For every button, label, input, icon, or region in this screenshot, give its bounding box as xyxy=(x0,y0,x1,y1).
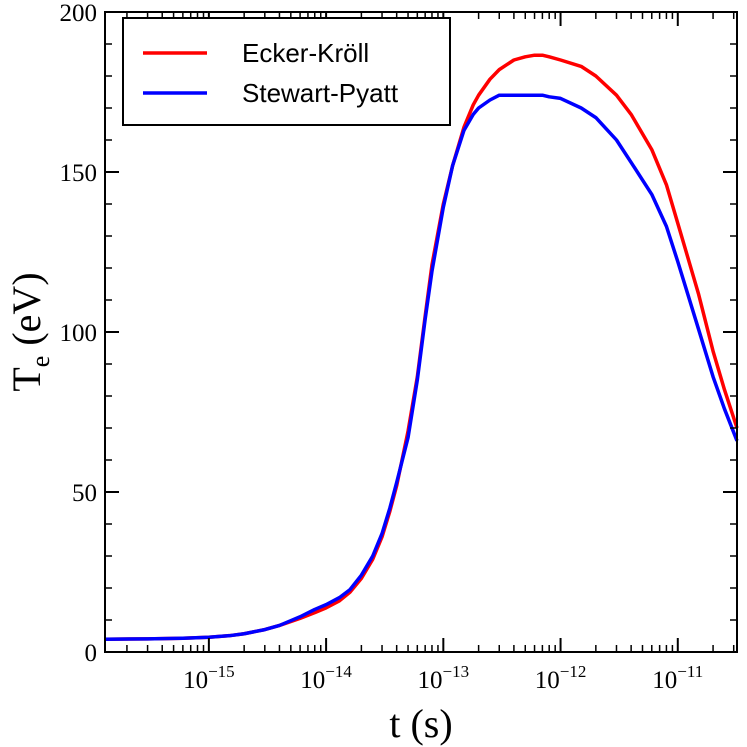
legend-label: Stewart-Pyatt xyxy=(242,78,399,108)
legend: Ecker-Kröll Stewart-Pyatt xyxy=(122,17,451,126)
y-tick-label: 100 xyxy=(60,320,98,347)
series-line-stewart-pyatt xyxy=(104,93,739,641)
y-axis-label: Te (eV) xyxy=(4,272,55,391)
x-tick-label: 10−13 xyxy=(418,662,470,694)
x-tick-label: 10−12 xyxy=(535,662,587,694)
y-tick-label: 200 xyxy=(60,0,98,27)
legend-box xyxy=(122,17,451,126)
x-tick-label: 10−11 xyxy=(652,662,703,694)
y-tick-label: 50 xyxy=(72,480,97,507)
x-tick-label: 10−15 xyxy=(183,662,235,694)
legend-label: Ecker-Kröll xyxy=(242,38,369,68)
x-axis-label: t (s) xyxy=(389,701,452,746)
x-tick-label: 10−14 xyxy=(300,662,352,694)
series-lines xyxy=(104,53,739,641)
y-tick-label: 150 xyxy=(60,160,98,187)
tick-labels: 0 50 100 150 200 10−15 10−14 10−13 10−12 10−11 xyxy=(60,0,704,694)
plot-frame xyxy=(104,11,738,653)
axis-ticks xyxy=(105,11,737,653)
y-tick-label: 0 xyxy=(85,640,98,667)
